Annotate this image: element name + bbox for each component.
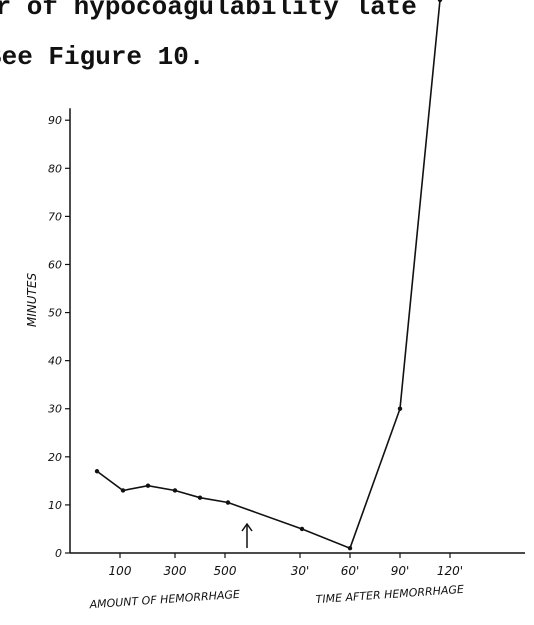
- y-tick-label: 70: [48, 210, 62, 223]
- data-point: [120, 488, 126, 493]
- arrow: [241, 522, 253, 548]
- data-point: [397, 406, 403, 411]
- y-tick-label: 40: [48, 355, 62, 368]
- data-point: [145, 483, 151, 488]
- text-line: See Figure 10.: [0, 42, 204, 72]
- x-tick-label: 30': [291, 564, 310, 578]
- x-tick-label: 300: [164, 564, 187, 578]
- y-tick-label: 30: [48, 403, 62, 416]
- x-tick-label: 90': [391, 564, 410, 578]
- x-tick-label: 100: [109, 564, 132, 578]
- annotation: TIME AFTER HEMORRHAGE: [315, 583, 464, 606]
- y-axis-label: MINUTES: [25, 273, 39, 328]
- data-line: [96, 0, 441, 550]
- data-point: [437, 0, 443, 3]
- annotation: AMOUNT OF HEMORRHAGE: [88, 588, 240, 612]
- data-point: [225, 500, 231, 505]
- y-tick-label: 20: [48, 451, 62, 464]
- data-point: [299, 526, 305, 532]
- x-tick-label: 120': [437, 564, 463, 578]
- y-tick-label: 0: [55, 547, 62, 560]
- y-tick-label: 60: [48, 258, 62, 271]
- y-tick-label: 10: [48, 499, 62, 512]
- x-tick-label: 60': [341, 564, 360, 578]
- data-point: [94, 469, 100, 474]
- x-tick-label: 500: [214, 564, 237, 578]
- text-line: ar of hypocoagulability late: [0, 0, 417, 22]
- y-tick-label: 80: [48, 162, 62, 175]
- y-tick-label: 90: [48, 114, 62, 127]
- y-tick-label: 50: [48, 307, 62, 320]
- data-point: [172, 488, 178, 493]
- data-point: [347, 545, 353, 551]
- data-point: [197, 495, 203, 500]
